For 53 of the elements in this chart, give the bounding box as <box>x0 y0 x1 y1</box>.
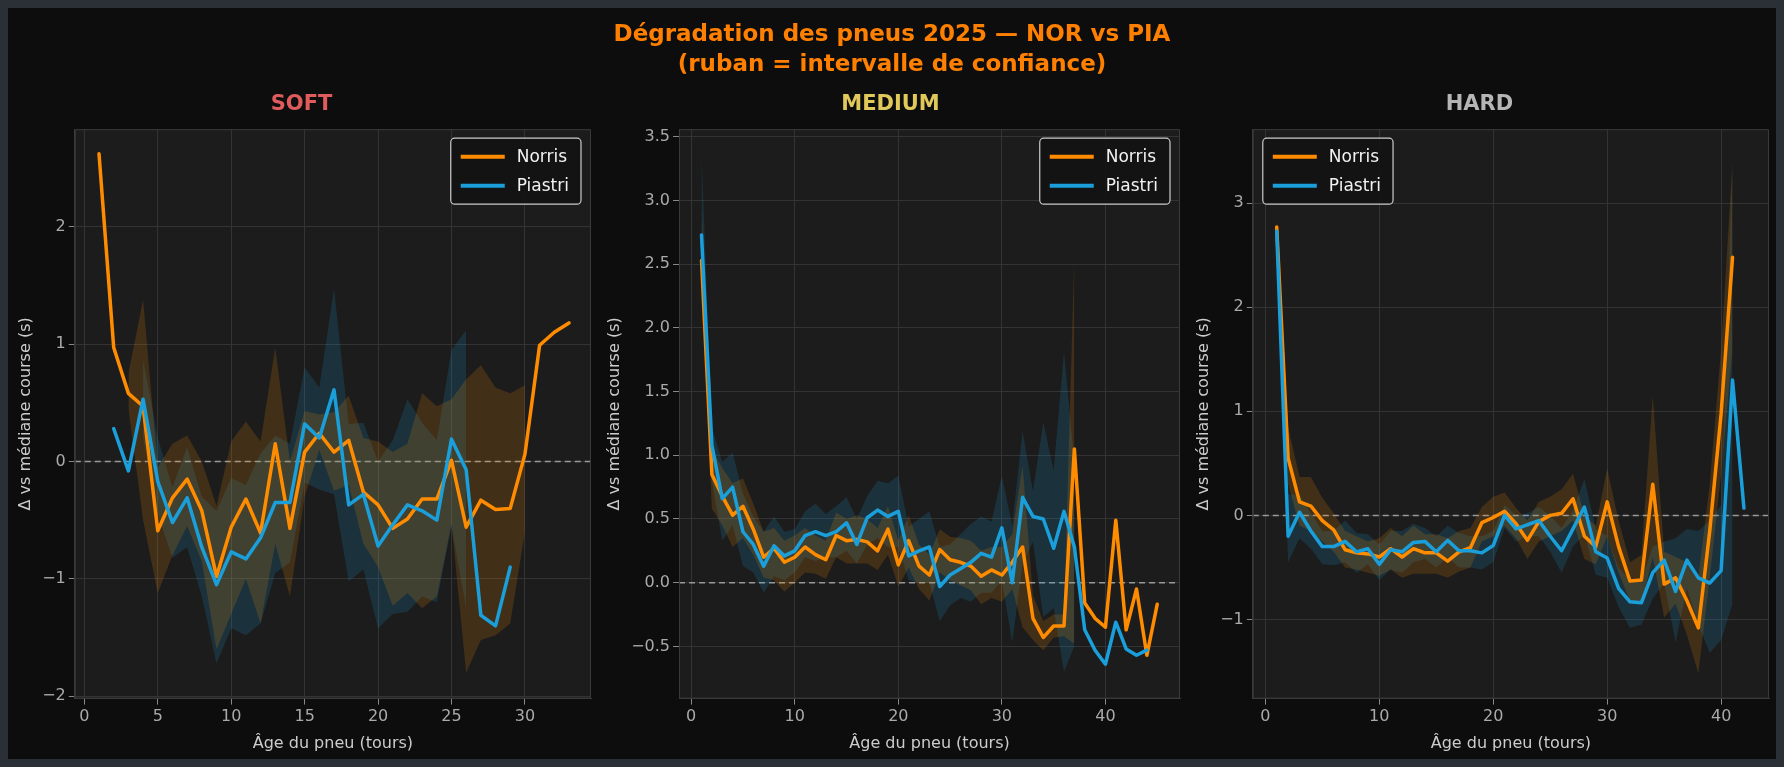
legend-label: Piastri <box>516 175 570 196</box>
y-tick-label: 0.5 <box>644 508 671 528</box>
x-tick-label: 10 <box>784 706 805 726</box>
y-axis-title: Δ vs médiane course (s) <box>603 317 623 511</box>
x-tick-label: 15 <box>294 706 315 726</box>
y-tick-label: 0 <box>55 450 66 470</box>
legend-label: Norris <box>1105 146 1157 167</box>
x-tick-label: 20 <box>888 706 909 726</box>
x-tick-label: 0 <box>686 706 697 726</box>
y-tick-label: 2 <box>1233 296 1244 316</box>
x-tick-label: 20 <box>367 706 389 726</box>
legend-label: Norris <box>1328 146 1380 167</box>
text: (ruban = intervalle de confiance) <box>676 49 1108 78</box>
legend-label: Piastri <box>1328 175 1382 196</box>
x-tick-label: 10 <box>1369 706 1390 726</box>
chart-title: SOFT <box>270 91 333 116</box>
y-tick-label: −1 <box>42 568 66 588</box>
x-tick-label: 30 <box>1597 706 1618 726</box>
y-tick-label: 1 <box>1233 400 1244 420</box>
x-tick-label: 10 <box>221 706 242 726</box>
x-tick-label: 0 <box>1260 706 1271 726</box>
y-axis-title: Δ vs médiane course (s) <box>1192 317 1212 511</box>
chart-title: MEDIUM <box>841 91 940 116</box>
x-axis-title: Âge du pneu (tours) <box>849 732 1010 752</box>
legend-label: Norris <box>516 146 568 167</box>
y-tick-label: 2 <box>55 215 66 235</box>
y-tick-label: −1 <box>1220 608 1244 628</box>
y-tick-label: −2 <box>42 685 66 705</box>
x-tick-label: 30 <box>514 706 536 726</box>
y-tick-label: 1.0 <box>644 444 671 464</box>
x-tick-label: 30 <box>991 706 1013 726</box>
y-tick-label: 2.0 <box>644 317 671 337</box>
text: Dégradation des pneus 2025 — NOR vs PIA <box>612 19 1172 48</box>
x-axis-title: Âge du pneu (tours) <box>1430 732 1592 752</box>
y-tick-label: 0.0 <box>644 571 671 591</box>
x-tick-label: 25 <box>441 706 462 726</box>
y-tick-label: 3 <box>1233 192 1244 212</box>
y-tick-label: 3.5 <box>644 126 671 145</box>
legend-label: Piastri <box>1105 175 1159 196</box>
y-tick-label: 1.5 <box>644 380 671 400</box>
chart-title: HARD <box>1445 91 1514 116</box>
x-tick-label: 20 <box>1483 706 1504 726</box>
x-tick-label: 40 <box>1095 706 1116 726</box>
y-tick-label: −0.5 <box>631 635 671 655</box>
y-tick-label: 1 <box>55 333 66 353</box>
y-tick-label: 0 <box>1233 504 1244 524</box>
x-tick-label: 5 <box>152 706 163 726</box>
x-tick-label: 40 <box>1710 706 1732 726</box>
y-tick-label: 2.5 <box>644 253 671 273</box>
x-axis-title: Âge du pneu (tours) <box>252 732 414 752</box>
y-axis-title: Δ vs médiane course (s) <box>14 317 34 511</box>
x-tick-label: 0 <box>79 706 90 726</box>
y-tick-label: 3.0 <box>644 189 671 209</box>
